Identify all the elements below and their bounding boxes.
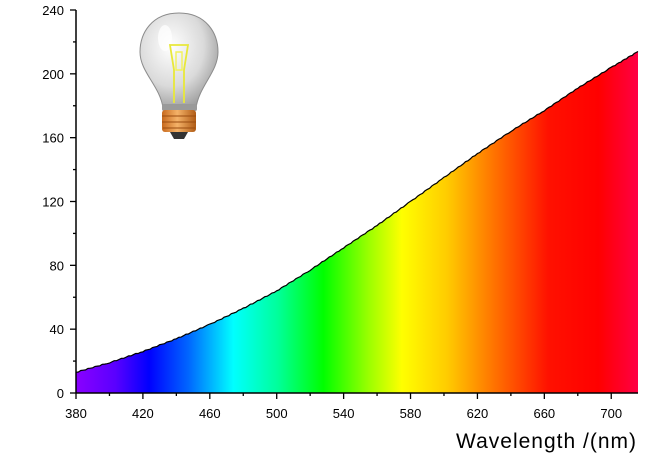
intensity-curve xyxy=(75,50,639,373)
x-tick-label: 660 xyxy=(533,406,555,421)
x-tick-label: 380 xyxy=(65,406,87,421)
y-tick-label: 0 xyxy=(57,386,64,401)
x-tick-label: 420 xyxy=(132,406,154,421)
x-axis-title: Wavelength /(nm) xyxy=(456,430,637,453)
spectrum-area xyxy=(76,51,638,393)
x-tick-label: 700 xyxy=(600,406,622,421)
y-tick-label: 160 xyxy=(42,131,64,146)
x-tick-label: 580 xyxy=(400,406,422,421)
y-tick-label: 240 xyxy=(42,3,64,18)
y-tick-label: 200 xyxy=(42,67,64,82)
y-tick-label: 80 xyxy=(50,258,64,273)
light-bulb-icon xyxy=(139,12,219,139)
x-tick-label: 460 xyxy=(199,406,221,421)
x-tick-label: 500 xyxy=(266,406,288,421)
y-tick-label: 120 xyxy=(42,195,64,210)
x-tick-label: 540 xyxy=(333,406,355,421)
y-tick-label: 40 xyxy=(50,322,64,337)
y-axis-ticks: 0 40 80 120 160 200 240 xyxy=(42,3,76,401)
x-tick-label: 620 xyxy=(467,406,489,421)
x-axis-ticks: 380 420 460 500 540 580 620 660 700 xyxy=(65,393,622,421)
